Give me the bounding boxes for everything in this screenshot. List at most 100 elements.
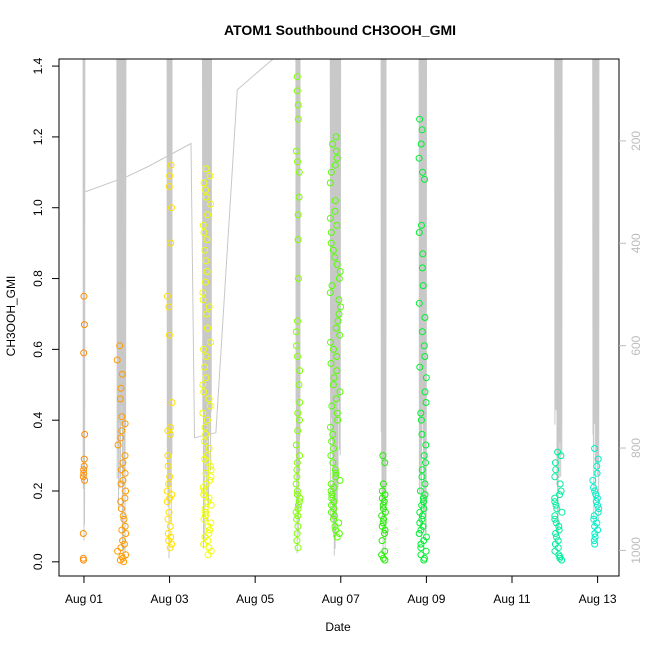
data-point <box>166 494 174 502</box>
data-point <box>330 374 338 382</box>
data-point <box>206 172 214 180</box>
flight-series-8 <box>551 448 566 564</box>
data-point <box>203 310 211 318</box>
data-point <box>591 533 599 541</box>
y2-tick-label: 400 <box>629 233 643 253</box>
data-point <box>200 345 207 353</box>
y-tick-label: 0.4 <box>31 412 45 429</box>
data-point <box>200 179 208 187</box>
data-point <box>416 115 424 123</box>
data-point <box>292 147 300 155</box>
data-point <box>421 314 429 321</box>
data-point <box>333 367 341 375</box>
data-point <box>207 338 215 346</box>
data-point <box>556 480 564 488</box>
data-point <box>166 430 174 438</box>
data-point <box>422 547 430 555</box>
data-point <box>118 526 126 534</box>
data-point <box>558 508 566 516</box>
x-tick-label: Aug 13 <box>579 592 617 606</box>
data-point <box>117 466 125 474</box>
data-point <box>333 260 341 268</box>
data-point <box>121 469 129 477</box>
data-point <box>164 452 172 460</box>
data-point <box>333 533 341 541</box>
data-point <box>165 183 173 190</box>
data-point <box>120 540 128 548</box>
data-point <box>415 229 423 236</box>
data-point <box>417 409 425 417</box>
data-point <box>203 416 211 424</box>
data-point <box>203 268 211 275</box>
x-tick-label: Aug 09 <box>407 592 445 606</box>
data-point <box>420 556 428 564</box>
data-point <box>593 462 601 470</box>
data-point <box>118 413 126 421</box>
data-point <box>117 498 125 506</box>
data-point <box>207 466 215 474</box>
data-point <box>332 473 340 481</box>
data-point <box>337 303 344 311</box>
data-point <box>116 342 124 350</box>
data-point <box>80 455 88 463</box>
data-point <box>118 370 126 378</box>
data-point <box>556 554 564 562</box>
data-point <box>328 402 336 410</box>
x-tick-label: Aug 11 <box>493 592 530 606</box>
data-point <box>593 469 601 477</box>
data-point <box>326 214 334 222</box>
data-point <box>121 452 129 460</box>
flight-series-0 <box>79 292 89 564</box>
data-point <box>327 360 335 367</box>
data-point <box>166 473 174 481</box>
data-point <box>552 501 560 509</box>
data-point <box>294 501 302 509</box>
data-point <box>417 526 425 534</box>
data-point <box>551 547 559 555</box>
data-point <box>207 501 215 509</box>
data-point <box>119 512 127 520</box>
y2-tick-label: 800 <box>629 438 643 458</box>
pressure-line <box>83 58 274 449</box>
data-point <box>202 257 210 265</box>
secondary-y-axis: 200 400 600 800 1000 <box>619 131 643 564</box>
data-point <box>205 445 213 452</box>
data-point <box>201 246 209 254</box>
data-point <box>555 551 563 559</box>
data-point <box>294 427 302 435</box>
y-tick-label: 1.0 <box>31 199 45 216</box>
data-point <box>202 469 210 477</box>
y2-tick-label: 1000 <box>629 537 643 564</box>
data-point <box>422 399 430 406</box>
data-point <box>381 526 389 534</box>
data-point <box>294 544 302 552</box>
data-point <box>415 530 423 537</box>
data-point <box>327 239 335 247</box>
y-tick-label: 0.8 <box>31 270 45 287</box>
data-point <box>330 505 338 513</box>
data-point <box>199 381 207 389</box>
data-point <box>206 476 214 484</box>
data-point <box>552 530 560 537</box>
data-point <box>292 480 300 488</box>
data-point <box>296 494 304 502</box>
data-point <box>335 296 343 304</box>
data-point <box>594 455 602 463</box>
data-point <box>293 459 301 467</box>
data-point <box>419 282 427 290</box>
data-point <box>326 423 334 431</box>
data-point <box>553 505 561 513</box>
data-point <box>419 522 427 530</box>
data-point <box>416 487 424 495</box>
data-point <box>199 221 207 229</box>
data-point <box>296 452 304 460</box>
data-point <box>113 356 121 364</box>
data-point <box>328 494 336 502</box>
data-point <box>418 466 426 474</box>
data-point <box>204 537 212 545</box>
data-point <box>200 540 208 548</box>
data-point <box>591 445 599 452</box>
data-point <box>200 491 208 499</box>
data-point <box>294 409 302 417</box>
data-point <box>335 275 343 282</box>
